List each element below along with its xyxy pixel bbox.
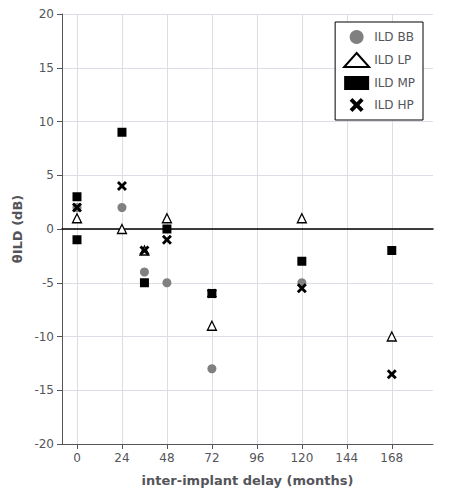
svg-text:-10: -10 <box>34 330 54 344</box>
svg-text:inter-implant delay (months): inter-implant delay (months) <box>142 473 354 488</box>
svg-text:-15: -15 <box>34 383 54 397</box>
svg-text:20: 20 <box>39 7 54 21</box>
svg-text:120: 120 <box>290 451 313 465</box>
svg-text:ILD MP: ILD MP <box>374 76 415 90</box>
svg-text:-5: -5 <box>42 276 54 290</box>
svg-text:96: 96 <box>249 451 264 465</box>
svg-text:48: 48 <box>159 451 174 465</box>
svg-text:0: 0 <box>73 451 81 465</box>
svg-text:-20: -20 <box>34 437 54 451</box>
svg-text:168: 168 <box>380 451 403 465</box>
svg-text:ILD BB: ILD BB <box>374 30 414 44</box>
svg-text:0: 0 <box>46 222 54 236</box>
svg-text:ILD LP: ILD LP <box>374 53 411 67</box>
svg-text:15: 15 <box>39 61 54 75</box>
svg-text:144: 144 <box>335 451 358 465</box>
svg-text:5: 5 <box>46 168 54 182</box>
svg-text:24: 24 <box>114 451 129 465</box>
svg-text:θILD (dB): θILD (dB) <box>10 195 25 263</box>
svg-text:10: 10 <box>39 115 54 129</box>
svg-text:ILD HP: ILD HP <box>374 98 414 112</box>
svg-text:72: 72 <box>204 451 219 465</box>
